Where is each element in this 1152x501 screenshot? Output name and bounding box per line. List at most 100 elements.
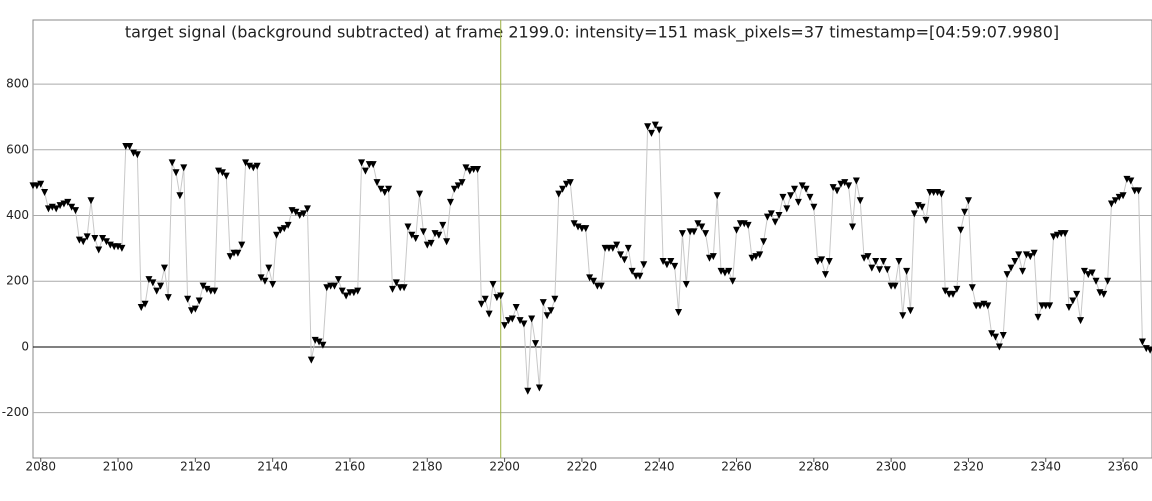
point-marker: [899, 312, 907, 320]
point-marker: [331, 282, 339, 290]
point-marker: [802, 185, 810, 193]
point-marker: [435, 231, 443, 239]
point-marker: [149, 279, 157, 287]
point-marker: [705, 254, 713, 262]
point-marker: [265, 264, 273, 272]
point-marker: [512, 304, 520, 312]
point-marker: [408, 231, 416, 239]
point-marker: [1115, 193, 1123, 201]
point-marker: [79, 238, 87, 246]
point-marker: [733, 226, 741, 234]
point-marker: [180, 164, 188, 172]
point-marker: [868, 264, 876, 272]
point-marker: [72, 207, 80, 215]
point-marker: [454, 182, 462, 190]
y-tick-label: -200: [2, 405, 29, 419]
point-marker: [1104, 277, 1112, 285]
point-marker: [1080, 267, 1088, 275]
point-marker: [1127, 177, 1135, 185]
point-marker: [211, 287, 219, 295]
point-marker: [775, 212, 783, 220]
point-marker: [721, 269, 729, 277]
point-marker: [296, 212, 304, 220]
point-marker: [837, 180, 845, 188]
point-marker: [52, 205, 60, 213]
point-marker: [709, 253, 717, 261]
point-marker: [872, 258, 880, 266]
point-marker: [655, 126, 663, 134]
point-marker: [485, 310, 493, 318]
point-marker: [1084, 271, 1092, 279]
point-marker: [187, 307, 195, 315]
point-marker: [1007, 264, 1015, 272]
point-marker: [675, 308, 683, 316]
point-marker: [810, 203, 818, 211]
point-marker: [489, 281, 497, 289]
point-marker: [323, 284, 331, 292]
point-marker: [953, 285, 961, 293]
point-marker: [60, 200, 68, 208]
point-marker: [814, 258, 822, 266]
point-marker: [682, 281, 690, 289]
point-marker: [535, 384, 543, 392]
point-marker: [303, 205, 311, 213]
point-marker: [547, 307, 555, 315]
point-marker: [350, 289, 358, 297]
point-marker: [354, 287, 362, 295]
point-marker: [883, 266, 891, 274]
point-marker: [922, 216, 930, 224]
point-marker: [941, 287, 949, 295]
point-marker: [976, 302, 984, 310]
point-marker: [400, 284, 408, 292]
point-marker: [516, 317, 524, 325]
point-marker: [613, 241, 621, 249]
point-marker: [968, 284, 976, 292]
point-marker: [787, 192, 795, 200]
point-marker: [752, 253, 760, 261]
point-marker: [895, 258, 903, 266]
point-marker: [794, 198, 802, 206]
point-marker: [532, 340, 540, 348]
point-marker: [961, 208, 969, 216]
point-marker: [1019, 267, 1027, 275]
point-marker: [307, 356, 315, 364]
point-marker: [1053, 231, 1061, 239]
point-marker: [338, 287, 346, 295]
point-marker: [1100, 290, 1108, 298]
point-marker: [439, 221, 447, 229]
x-tick-label: 2200: [489, 460, 520, 474]
x-tick-label: 2160: [335, 460, 366, 474]
point-marker: [83, 233, 91, 241]
point-marker: [493, 294, 501, 302]
point-marker: [856, 197, 864, 205]
point-marker: [373, 179, 381, 187]
point-marker: [497, 292, 505, 300]
point-marker: [725, 267, 733, 275]
point-marker: [636, 272, 644, 280]
x-tick-label: 2100: [103, 460, 134, 474]
point-marker: [168, 159, 176, 167]
point-marker: [419, 228, 427, 236]
point-marker: [848, 223, 856, 231]
point-marker: [555, 190, 563, 198]
point-marker: [145, 276, 153, 284]
point-marker: [1046, 302, 1054, 310]
point-marker: [609, 244, 617, 252]
point-marker: [988, 330, 996, 338]
point-marker: [443, 238, 451, 246]
point-marker: [702, 230, 710, 238]
point-marker: [153, 287, 161, 295]
point-marker: [319, 341, 327, 349]
point-marker: [44, 205, 52, 213]
x-tick-label: 2240: [644, 460, 675, 474]
point-marker: [570, 220, 578, 228]
point-marker: [748, 254, 756, 262]
point-marker: [1135, 187, 1143, 195]
point-marker: [937, 190, 945, 198]
point-marker: [1119, 192, 1127, 200]
point-marker: [528, 315, 536, 323]
x-tick-label: 2260: [721, 460, 752, 474]
point-marker: [218, 169, 226, 177]
point-marker: [253, 162, 261, 170]
point-marker: [767, 210, 775, 218]
